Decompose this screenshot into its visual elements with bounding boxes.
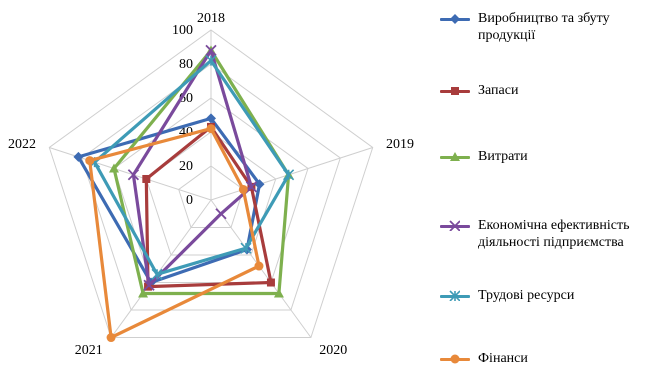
tick-label: 20 [179, 159, 193, 174]
series-4 [127, 44, 258, 291]
data-point [215, 208, 227, 220]
series-line [144, 125, 273, 289]
data-point [283, 169, 295, 181]
data-point [238, 184, 248, 194]
series-line [76, 116, 262, 285]
tick-label: 80 [179, 57, 193, 72]
radar-grid [48, 29, 374, 338]
axis-label-2019: 2019 [386, 137, 414, 152]
grid-ring-5 [48, 29, 374, 338]
axis-label-2022: 2022 [8, 137, 36, 152]
grid-spoke-4 [110, 199, 212, 338]
radar-axis-labels: 2018 2019 2020 2021 2022 [8, 11, 414, 358]
data-point [205, 44, 217, 57]
data-point [151, 268, 163, 280]
data-point [273, 288, 284, 298]
grid-ring-1 [178, 165, 244, 228]
legend-label: Запаси [478, 83, 519, 98]
series-line [92, 58, 291, 276]
data-point [206, 124, 216, 134]
data-point [205, 55, 217, 67]
data-point [108, 163, 119, 173]
data-point [85, 156, 95, 166]
legend-marker-icon [450, 152, 460, 161]
series-line [131, 48, 253, 287]
data-point [106, 333, 116, 343]
grid-ring-4 [81, 63, 341, 311]
series-line [88, 127, 261, 340]
tick-label: 100 [172, 23, 193, 38]
legend-marker-icon [449, 220, 460, 231]
legend-marker-icon [451, 87, 459, 95]
data-point [245, 181, 258, 193]
legend-label: Економічна ефективність діяльності підпр… [478, 218, 630, 250]
data-point [206, 113, 216, 124]
legend-marker-icon [449, 290, 460, 301]
legend-label: Трудові ресурси [478, 288, 575, 303]
radar-series [73, 44, 295, 343]
legend-label: Витрати [478, 149, 528, 164]
data-point [143, 279, 155, 291]
data-point [240, 242, 252, 254]
data-point [254, 179, 265, 190]
data-point [127, 169, 140, 181]
data-point [138, 288, 149, 298]
legend-label: Виробництво та збуту продукції [478, 11, 610, 43]
grid-ring-3 [113, 97, 309, 283]
axis-label-2018: 2018 [197, 11, 225, 26]
data-point [73, 151, 84, 162]
data-point [266, 278, 275, 287]
series-line [112, 48, 291, 296]
axis-label-2020: 2020 [319, 343, 347, 358]
data-point [142, 174, 151, 183]
series-6 [85, 124, 264, 343]
legend-marker-icon [450, 14, 460, 24]
data-point [254, 261, 264, 271]
legend-marker-icon [450, 354, 460, 364]
axis-label-2021: 2021 [75, 343, 103, 358]
chart-legend: Виробництво та збуту продукції Запаси Витр… [436, 0, 659, 379]
tick-label: 0 [186, 193, 193, 208]
grid-spoke-2 [210, 147, 373, 201]
legend-label: Фінанси [478, 351, 528, 366]
